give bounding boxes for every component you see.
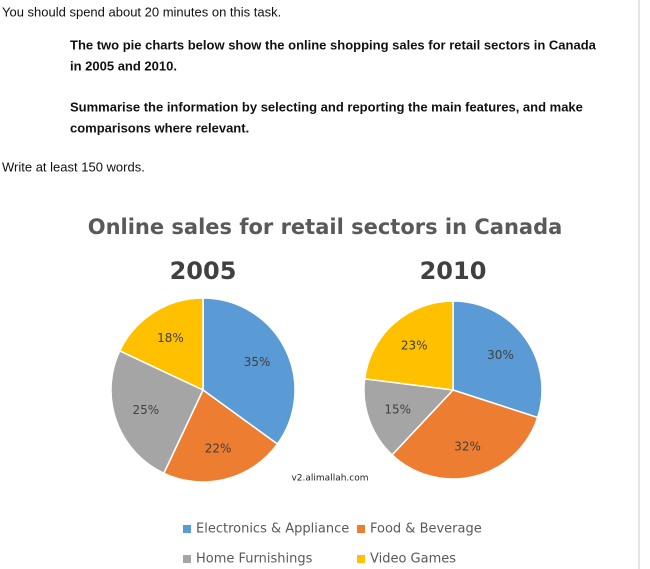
slice-label: 22% xyxy=(205,441,232,455)
pie-slice xyxy=(391,389,539,480)
slice-label: 30% xyxy=(487,348,514,362)
task-instruction: Summarise the information by selecting a… xyxy=(70,99,583,114)
task-prompt: The two pie charts below show the online… xyxy=(70,37,597,52)
task-instruction: comparisons where relevant. xyxy=(70,120,249,135)
slice-label: 15% xyxy=(384,402,411,416)
legend-label: Food & Beverage xyxy=(370,522,482,537)
legend-swatch xyxy=(357,525,365,533)
pie-title: 2010 xyxy=(420,257,487,285)
slice-label: 18% xyxy=(157,331,184,345)
watermark: v2.alimallah.com xyxy=(291,474,368,484)
slice-label: 23% xyxy=(401,338,428,352)
legend-label: Electronics & Appliance xyxy=(196,522,349,537)
pie-slice xyxy=(363,378,455,456)
legend-swatch xyxy=(183,555,191,563)
pie-slice xyxy=(202,297,296,446)
slice-label: 32% xyxy=(454,439,481,453)
task-prompt: in 2005 and 2010. xyxy=(70,58,177,73)
task-intro: You should spend about 20 minutes on thi… xyxy=(2,4,281,19)
pie-slice xyxy=(452,300,543,419)
legend-swatch xyxy=(357,555,365,563)
slice-label: 25% xyxy=(133,403,160,417)
pie-slice xyxy=(118,297,204,392)
legend-label: Video Games xyxy=(370,552,456,567)
chart-title: Online sales for retail sectors in Canad… xyxy=(88,215,563,239)
pie-slice xyxy=(363,300,454,391)
slice-label: 35% xyxy=(244,355,271,369)
legend-label: Home Furnishings xyxy=(196,552,313,567)
pie-title: 2005 xyxy=(170,257,237,285)
pie-slice xyxy=(110,349,204,475)
legend-swatch xyxy=(183,525,191,533)
task-word-count: Write at least 150 words. xyxy=(2,159,145,174)
